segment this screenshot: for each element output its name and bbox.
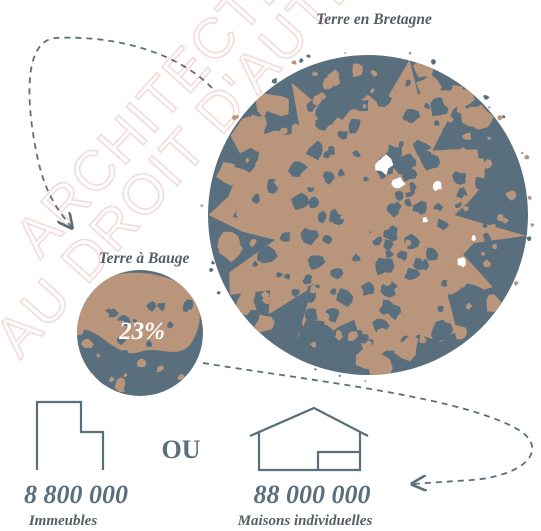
earth-fragment <box>521 151 524 154</box>
earth-fragment <box>483 95 490 100</box>
earth-fragment <box>514 281 519 287</box>
earth-fragment <box>138 375 147 385</box>
earth-fragment <box>364 380 367 382</box>
earth-fragment <box>177 383 185 391</box>
percent-label: 23% <box>118 318 165 345</box>
earth-fragment <box>200 204 203 207</box>
earth-fragment <box>78 364 82 368</box>
earth-fragment <box>87 385 96 392</box>
or-separator: OU <box>162 435 201 464</box>
earth-fragment <box>431 59 436 64</box>
earth-fragment <box>344 52 346 54</box>
earth-fragment <box>524 155 530 160</box>
earth-fragment <box>382 221 390 230</box>
earth-fragment <box>339 375 341 378</box>
stat-caption-buildings: Immeubles <box>28 513 97 529</box>
earth-fragment <box>497 115 503 121</box>
earth-fragment <box>531 223 535 227</box>
earth-fragment <box>86 378 91 383</box>
earth-fragment <box>314 368 316 370</box>
earth-fragment <box>409 52 412 55</box>
earth-fragment <box>492 244 497 249</box>
house-icon <box>250 408 368 470</box>
stat-value-houses: 88 000 000 <box>254 480 371 509</box>
dashed-arrow-to-houses <box>203 363 532 484</box>
earth-fragment <box>528 196 532 200</box>
earth-fragment <box>209 268 213 273</box>
earth-fragment <box>316 307 322 312</box>
earth-fragment <box>363 104 367 108</box>
stat-caption-houses: Maisons individuelles <box>237 513 373 529</box>
earth-fragment <box>280 128 288 134</box>
earth-fragment <box>488 106 491 108</box>
earth-fragment <box>295 245 303 252</box>
earth-fragment <box>217 291 221 294</box>
earth-fragment <box>76 364 86 376</box>
earth-fragment <box>292 124 300 133</box>
earth-fragment <box>179 380 186 387</box>
earth-fragment <box>211 260 215 264</box>
earth-fragment <box>527 236 532 241</box>
earth-fragment <box>95 381 105 392</box>
building-icon <box>37 402 103 470</box>
stat-value-buildings: 8 800 000 <box>24 480 128 509</box>
